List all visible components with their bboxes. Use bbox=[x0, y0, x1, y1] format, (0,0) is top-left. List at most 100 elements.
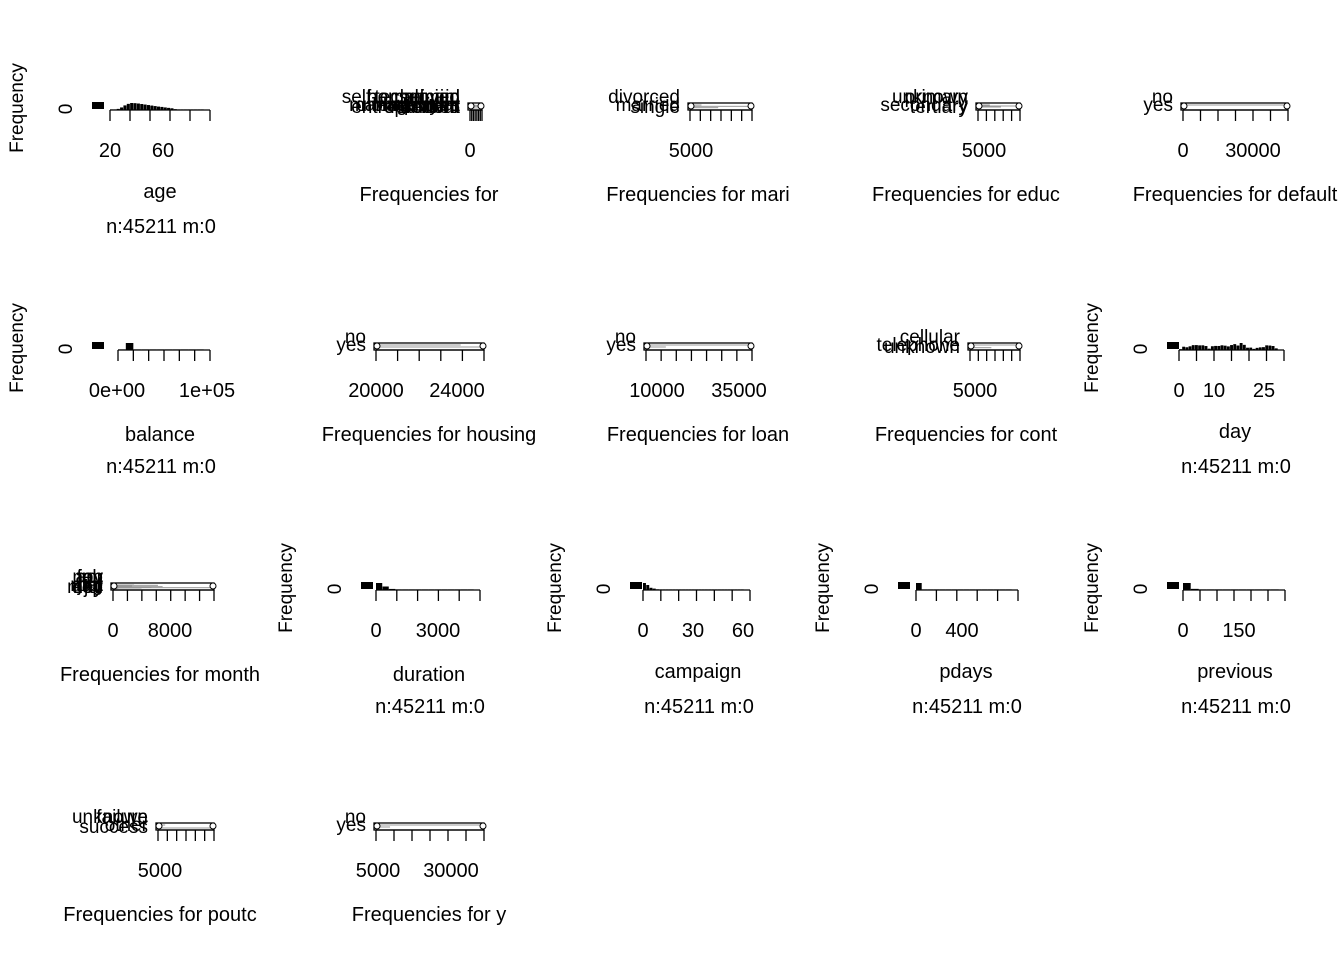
y-axis-label: Frequency bbox=[1082, 303, 1103, 393]
bar bbox=[113, 587, 212, 589]
category-label: technician bbox=[374, 87, 460, 108]
hist-bar bbox=[1214, 345, 1218, 350]
y-axis-label: Frequency bbox=[7, 303, 28, 393]
category-label: telephone bbox=[877, 335, 960, 356]
bar-frame bbox=[967, 342, 1021, 351]
hist-bar bbox=[1242, 344, 1246, 350]
panel-title: age bbox=[143, 181, 176, 203]
job-frequencies: admin.blue-collarentrepreneurhousemaidma… bbox=[342, 87, 499, 206]
category-label: feb bbox=[77, 567, 103, 588]
panel-title: Frequencies for loan bbox=[607, 424, 789, 446]
bar-end-marker bbox=[1283, 102, 1291, 110]
bar bbox=[470, 107, 478, 109]
bar-end-marker bbox=[477, 102, 485, 110]
hist-bar bbox=[652, 588, 656, 590]
hist-bar bbox=[649, 587, 653, 590]
x-tick-label: 35000 bbox=[711, 380, 767, 402]
hist-bar bbox=[1188, 346, 1192, 350]
hist-bar bbox=[1271, 346, 1275, 350]
category-label: dec bbox=[72, 577, 103, 598]
bar bbox=[690, 104, 702, 106]
hist-bar bbox=[1198, 345, 1202, 350]
bar-end-marker bbox=[479, 822, 487, 830]
bar-end-marker bbox=[155, 822, 163, 830]
x-tick-label: 0 bbox=[910, 620, 921, 642]
hist-bar bbox=[123, 105, 127, 110]
hist-bar bbox=[1236, 345, 1240, 350]
x-tick-label: 0 bbox=[1177, 620, 1188, 642]
hist-bar bbox=[1226, 346, 1230, 350]
category-label: unknown bbox=[892, 87, 968, 108]
panel-title: Frequencies for month bbox=[60, 664, 260, 686]
hist-bar bbox=[153, 106, 157, 110]
hist-bar bbox=[130, 103, 134, 110]
x-tick-label: 5000 bbox=[962, 140, 1007, 162]
y-tick-label: 0 bbox=[56, 344, 77, 355]
hist-bar bbox=[1246, 347, 1249, 350]
x-tick-label: 30 bbox=[682, 620, 704, 642]
bar bbox=[113, 584, 158, 586]
bar bbox=[376, 346, 482, 348]
hist-bar bbox=[146, 105, 150, 110]
bar-end-marker bbox=[209, 582, 217, 590]
panel-title: Frequencies for y bbox=[352, 904, 507, 926]
bar bbox=[978, 105, 1018, 107]
panel-title: duration bbox=[393, 664, 465, 686]
hist-block bbox=[630, 582, 642, 589]
panel-title: Frequencies for cont bbox=[875, 424, 1058, 446]
x-tick-label: 3000 bbox=[416, 620, 461, 642]
panel-title: Frequencies for bbox=[360, 184, 499, 206]
pdays-histogram: Frequency 0 0 400 pdays n:45211 m:0 bbox=[813, 543, 1022, 718]
category-label: unknown bbox=[72, 807, 148, 828]
category-label: primary bbox=[905, 87, 969, 108]
x-tick-label: 0e+00 bbox=[89, 380, 145, 402]
hist-bar bbox=[646, 585, 650, 590]
hist-bar bbox=[1274, 348, 1278, 350]
category-label: yes bbox=[606, 335, 636, 356]
category-label: married bbox=[616, 95, 680, 116]
x-tick-label: 0 bbox=[637, 620, 648, 642]
panel-subtitle: n:45211 m:0 bbox=[1181, 696, 1291, 718]
bar bbox=[113, 587, 142, 589]
y-axis-label: Frequency bbox=[545, 543, 566, 633]
bar-end-marker bbox=[747, 102, 755, 110]
bar-end-marker bbox=[1015, 342, 1023, 350]
hist-bar bbox=[1207, 348, 1211, 350]
category-label: unknown bbox=[884, 337, 960, 358]
hist-bar bbox=[125, 343, 134, 350]
y-axis-label: Frequency bbox=[813, 543, 834, 633]
hist-bar bbox=[1194, 345, 1198, 350]
category-label: yes bbox=[336, 815, 366, 836]
bar bbox=[690, 107, 719, 109]
hist-bar bbox=[1220, 345, 1224, 350]
hist-bar bbox=[143, 104, 147, 110]
category-label: apr bbox=[76, 567, 104, 588]
bar bbox=[113, 586, 152, 588]
category-label: nov bbox=[72, 567, 103, 588]
hist-bar bbox=[643, 583, 646, 590]
category-label: other bbox=[105, 815, 149, 836]
category-label: no bbox=[1152, 87, 1173, 108]
hist-bar bbox=[1255, 347, 1259, 350]
x-tick-label: 5000 bbox=[953, 380, 998, 402]
hist-bar bbox=[1204, 346, 1208, 350]
hist-bar bbox=[170, 108, 174, 110]
x-tick-label: 24000 bbox=[429, 380, 485, 402]
bar bbox=[970, 344, 1018, 346]
category-label: jun bbox=[77, 567, 103, 588]
category-label: management bbox=[349, 95, 461, 116]
y-tick-label: 0 bbox=[862, 584, 883, 595]
bar-end-marker bbox=[967, 342, 975, 350]
hist-bar bbox=[1191, 345, 1195, 350]
hist-bar bbox=[1258, 347, 1262, 350]
bar bbox=[376, 824, 482, 826]
bar-end-marker bbox=[467, 102, 475, 110]
category-label: unknown bbox=[384, 97, 460, 118]
hist-bar bbox=[133, 103, 137, 110]
panel-title: Frequencies for housing bbox=[322, 424, 537, 446]
